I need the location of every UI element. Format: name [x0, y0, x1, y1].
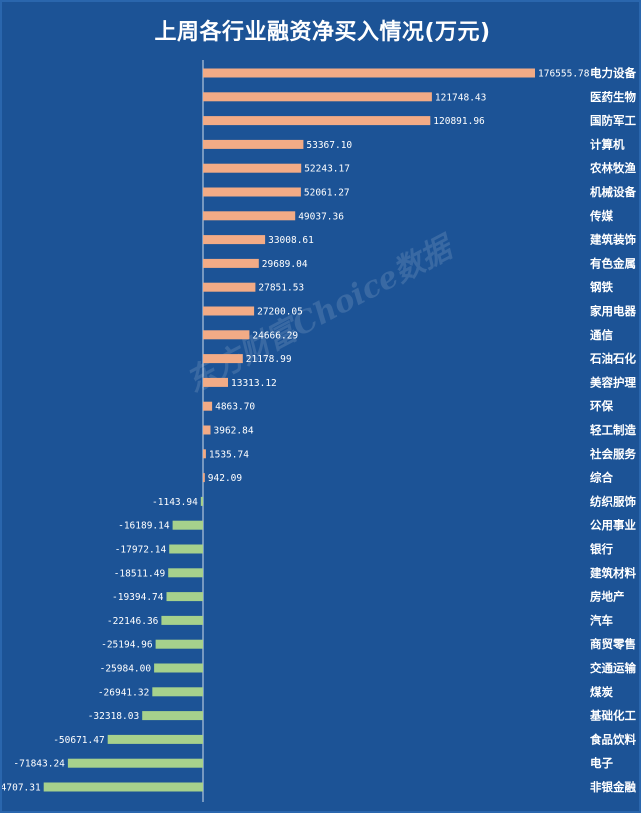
- value-label-3: 53367.10: [306, 140, 352, 151]
- category-label-3: 计算机: [590, 137, 625, 151]
- bar-17: [203, 473, 205, 483]
- bar-2: [203, 116, 431, 126]
- value-label-25: -25984.00: [100, 664, 152, 675]
- bar-0: [203, 68, 535, 78]
- value-label-23: -22146.36: [107, 616, 159, 627]
- value-label-17: 942.09: [208, 473, 243, 484]
- category-label-8: 有色金属: [590, 256, 636, 270]
- value-label-0: 176555.78: [538, 69, 590, 80]
- value-label-11: 24666.29: [252, 330, 298, 341]
- bar-26: [152, 687, 203, 697]
- bar-27: [142, 711, 203, 721]
- chart-title: 上周各行业融资净买入情况(万元): [154, 20, 491, 45]
- bar-13: [203, 377, 228, 387]
- category-label-15: 轻工制造: [590, 423, 636, 437]
- bar-9: [203, 282, 256, 292]
- bar-24: [155, 639, 203, 649]
- bar-5: [203, 187, 301, 197]
- value-label-15: 3962.84: [214, 426, 254, 437]
- bar-12: [203, 354, 243, 364]
- bar-18: [200, 496, 203, 506]
- value-label-4: 52243.17: [304, 164, 350, 175]
- value-label-30: -84707.31: [2, 783, 41, 794]
- bar-28: [107, 734, 203, 744]
- bar-8: [203, 258, 259, 268]
- value-label-28: -50671.47: [53, 735, 104, 746]
- bar-30: [43, 782, 204, 792]
- value-label-10: 27200.05: [257, 307, 303, 318]
- bar-10: [203, 306, 255, 316]
- bar-1: [203, 92, 432, 102]
- category-label-10: 家用电器: [590, 304, 636, 318]
- value-label-1: 121748.43: [435, 92, 486, 103]
- category-label-18: 纺织服饰: [590, 494, 636, 508]
- value-label-6: 49037.36: [298, 211, 344, 222]
- value-label-7: 33008.61: [268, 235, 314, 246]
- bar-16: [203, 449, 206, 459]
- value-label-24: -25194.96: [101, 640, 153, 651]
- category-label-1: 医药生物: [590, 90, 636, 104]
- bar-4: [203, 163, 302, 173]
- category-label-21: 建筑材料: [590, 566, 636, 580]
- bar-23: [161, 615, 203, 625]
- category-label-14: 环保: [590, 399, 613, 413]
- bar-19: [172, 520, 203, 530]
- value-label-2: 120891.96: [433, 116, 485, 127]
- category-label-22: 房地产: [590, 590, 625, 604]
- value-label-12: 21178.99: [246, 354, 292, 365]
- value-label-13: 13313.12: [231, 378, 277, 389]
- bar-14: [203, 401, 213, 411]
- value-label-20: -17972.14: [115, 545, 167, 556]
- bar-3: [203, 139, 304, 149]
- category-label-16: 社会服务: [589, 447, 636, 461]
- bar-6: [203, 211, 296, 221]
- category-label-13: 美容护理: [590, 375, 636, 389]
- value-label-16: 1535.74: [209, 449, 249, 460]
- bar-25: [154, 663, 203, 673]
- category-label-24: 商贸零售: [590, 637, 636, 651]
- category-label-20: 银行: [590, 542, 613, 556]
- value-label-21: -18511.49: [114, 568, 166, 579]
- category-label-2: 国防军工: [590, 114, 636, 128]
- value-label-19: -16189.14: [118, 521, 170, 532]
- value-label-18: -1143.94: [152, 497, 198, 508]
- bar-29: [67, 758, 204, 768]
- bar-21: [168, 568, 203, 578]
- category-label-0: 电力设备: [590, 66, 636, 80]
- category-label-12: 石油石化: [589, 352, 636, 366]
- category-label-19: 公用事业: [590, 518, 636, 532]
- category-label-9: 钢铁: [590, 280, 613, 294]
- bar-22: [166, 592, 203, 602]
- category-label-4: 农林牧渔: [589, 161, 636, 175]
- category-label-17: 综合: [590, 471, 613, 485]
- value-label-8: 29689.04: [262, 259, 308, 270]
- category-label-29: 电子: [590, 756, 613, 770]
- value-label-26: -26941.32: [98, 687, 149, 698]
- bar-20: [169, 544, 203, 554]
- value-label-5: 52061.27: [304, 188, 350, 199]
- category-label-25: 交通运输: [590, 661, 636, 675]
- category-label-7: 建筑装饰: [590, 233, 636, 247]
- value-label-14: 4863.70: [215, 402, 255, 413]
- category-label-6: 传媒: [589, 209, 613, 223]
- category-label-23: 汽车: [590, 613, 613, 627]
- value-label-22: -19394.74: [112, 592, 164, 603]
- bar-7: [203, 235, 266, 245]
- category-label-11: 通信: [590, 328, 613, 342]
- value-label-29: -71843.24: [13, 759, 65, 770]
- value-label-9: 27851.53: [258, 283, 304, 294]
- value-label-27: -32318.03: [88, 711, 139, 722]
- bar-15: [203, 425, 211, 435]
- category-label-27: 基础化工: [589, 709, 636, 723]
- category-label-26: 煤炭: [590, 685, 613, 699]
- category-label-28: 食品饮料: [590, 732, 636, 746]
- category-label-30: 非银金融: [590, 780, 636, 794]
- category-label-5: 机械设备: [590, 185, 636, 199]
- bar-11: [203, 330, 250, 340]
